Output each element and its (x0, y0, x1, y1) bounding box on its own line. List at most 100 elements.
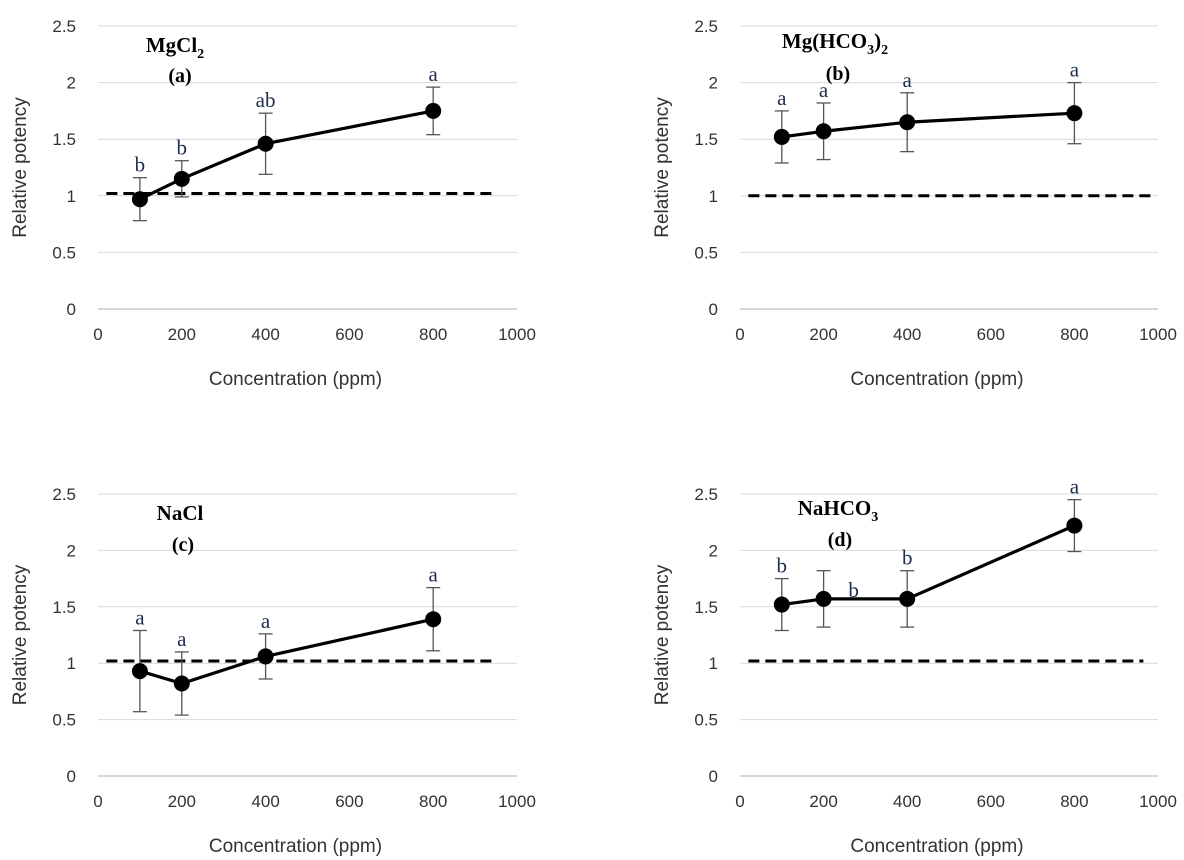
x-tick-label: 800 (1060, 792, 1088, 811)
data-point (173, 170, 190, 187)
y-tick-label: 2.5 (694, 485, 718, 504)
panel-label: (b) (826, 63, 850, 85)
x-axis-title: Concentration (ppm) (850, 369, 1023, 390)
x-tick-label: 400 (251, 792, 279, 811)
significance-letter: a (1070, 58, 1080, 82)
y-tick-label: 2.5 (52, 17, 76, 36)
y-tick-label: 0.5 (694, 243, 718, 262)
data-point (773, 596, 790, 613)
x-tick-label: 600 (977, 325, 1005, 344)
data-point (1066, 105, 1083, 122)
y-tick-label: 0 (67, 767, 76, 786)
x-axis-title: Concentration (ppm) (850, 836, 1023, 857)
y-axis-title: Relative potency (652, 564, 673, 705)
panel-label: (c) (172, 534, 194, 556)
panel-label: (d) (828, 529, 852, 551)
significance-letter: a (1070, 475, 1080, 499)
y-tick-label: 0 (709, 300, 718, 319)
x-axis-title: Concentration (ppm) (209, 369, 382, 390)
y-tick-label: 1 (67, 187, 76, 206)
y-tick-label: 0.5 (52, 711, 76, 730)
x-tick-label: 200 (809, 325, 837, 344)
x-tick-label: 600 (977, 792, 1005, 811)
panel-title-subscript: 3 (871, 510, 878, 525)
x-tick-label: 800 (419, 792, 447, 811)
y-tick-label: 1.5 (52, 130, 76, 149)
x-tick-label: 200 (809, 792, 837, 811)
significance-letter: ab (256, 88, 276, 112)
y-tick-label: 0 (67, 300, 76, 319)
significance-letter: b (177, 136, 188, 160)
data-point (131, 663, 148, 680)
y-tick-label: 1 (67, 654, 76, 673)
y-tick-label: 2.5 (52, 485, 76, 504)
chart-panel-c: 0 0.5 1 1.5 2 2.5 0 200 400 600 800 1000 Concentrati… (10, 485, 536, 857)
x-tick-label: 0 (735, 325, 744, 344)
significance-letter: a (135, 605, 145, 629)
chart-panel-a: 0 0.5 1 1.5 2 2.5 0 200 400 600 800 1000 Concentrati… (10, 17, 536, 390)
series-line (781, 524, 1076, 607)
x-tick-label: 0 (93, 325, 102, 344)
panel-title-main: NaHCO (798, 496, 872, 520)
significance-letter: b (135, 153, 146, 177)
significance-letter: a (429, 62, 439, 86)
data-point (899, 590, 916, 607)
panel-title-main: MgCl (146, 33, 197, 57)
x-tick-label: 600 (335, 792, 363, 811)
panel-title-subscript: 2 (197, 47, 204, 62)
significance-letter: a (819, 78, 829, 102)
y-tick-label: 2 (67, 541, 76, 560)
y-tick-label: 1.5 (694, 598, 718, 617)
panel-title: MgCl2 (146, 33, 204, 62)
y-tick-label: 1.5 (694, 130, 718, 149)
x-tick-label: 400 (251, 325, 279, 344)
x-tick-label: 1000 (498, 792, 536, 811)
data-point (815, 123, 832, 140)
chart-panel-d: 0 0.5 1 1.5 2 2.5 0 200 400 600 800 1000 Concentrati… (652, 475, 1177, 857)
y-tick-label: 2 (67, 74, 76, 93)
panel-title-subscript: 3 (867, 43, 874, 58)
y-tick-label: 0 (709, 767, 718, 786)
x-tick-label: 0 (735, 792, 744, 811)
significance-letter: b (902, 546, 913, 570)
x-axis-title: Concentration (ppm) (209, 836, 382, 857)
data-point (425, 611, 442, 628)
significance-letter: a (903, 68, 913, 92)
significance-letter: a (429, 563, 439, 587)
y-tick-label: 0.5 (694, 711, 718, 730)
data-point (257, 135, 274, 152)
significance-letter: b (777, 554, 788, 578)
significance-letter: a (777, 86, 787, 110)
x-tick-label: 800 (419, 325, 447, 344)
data-point (1066, 517, 1083, 534)
data-point (173, 675, 190, 692)
significance-letter: b (848, 578, 859, 602)
x-tick-label: 1000 (498, 325, 536, 344)
y-tick-label: 2 (709, 74, 718, 93)
x-tick-label: 200 (168, 792, 196, 811)
y-tick-label: 1 (709, 187, 718, 206)
panel-title-main: NaCl (157, 501, 204, 525)
series-line (139, 617, 434, 686)
x-tick-label: 1000 (1139, 325, 1177, 344)
data-point (131, 191, 148, 208)
data-point (773, 128, 790, 145)
series-line (781, 111, 1075, 139)
x-tick-label: 1000 (1139, 792, 1177, 811)
data-point (815, 590, 832, 607)
x-tick-label: 200 (168, 325, 196, 344)
data-point (257, 648, 274, 665)
panel-title-suffix: ) (874, 29, 881, 53)
panel-title-suffix-subscript: 2 (881, 43, 888, 58)
y-tick-label: 1.5 (52, 598, 76, 617)
data-point (899, 114, 916, 131)
panel-label: (a) (168, 65, 191, 87)
series-line (139, 109, 434, 201)
chart-panel-b: 0 0.5 1 1.5 2 2.5 0 200 400 600 800 1000 Concentrati… (652, 17, 1177, 390)
x-tick-label: 400 (893, 325, 921, 344)
panel-title: Mg(HCO3)2 (782, 29, 888, 58)
y-tick-label: 0.5 (52, 243, 76, 262)
significance-letter: a (261, 609, 271, 633)
x-tick-label: 400 (893, 792, 921, 811)
